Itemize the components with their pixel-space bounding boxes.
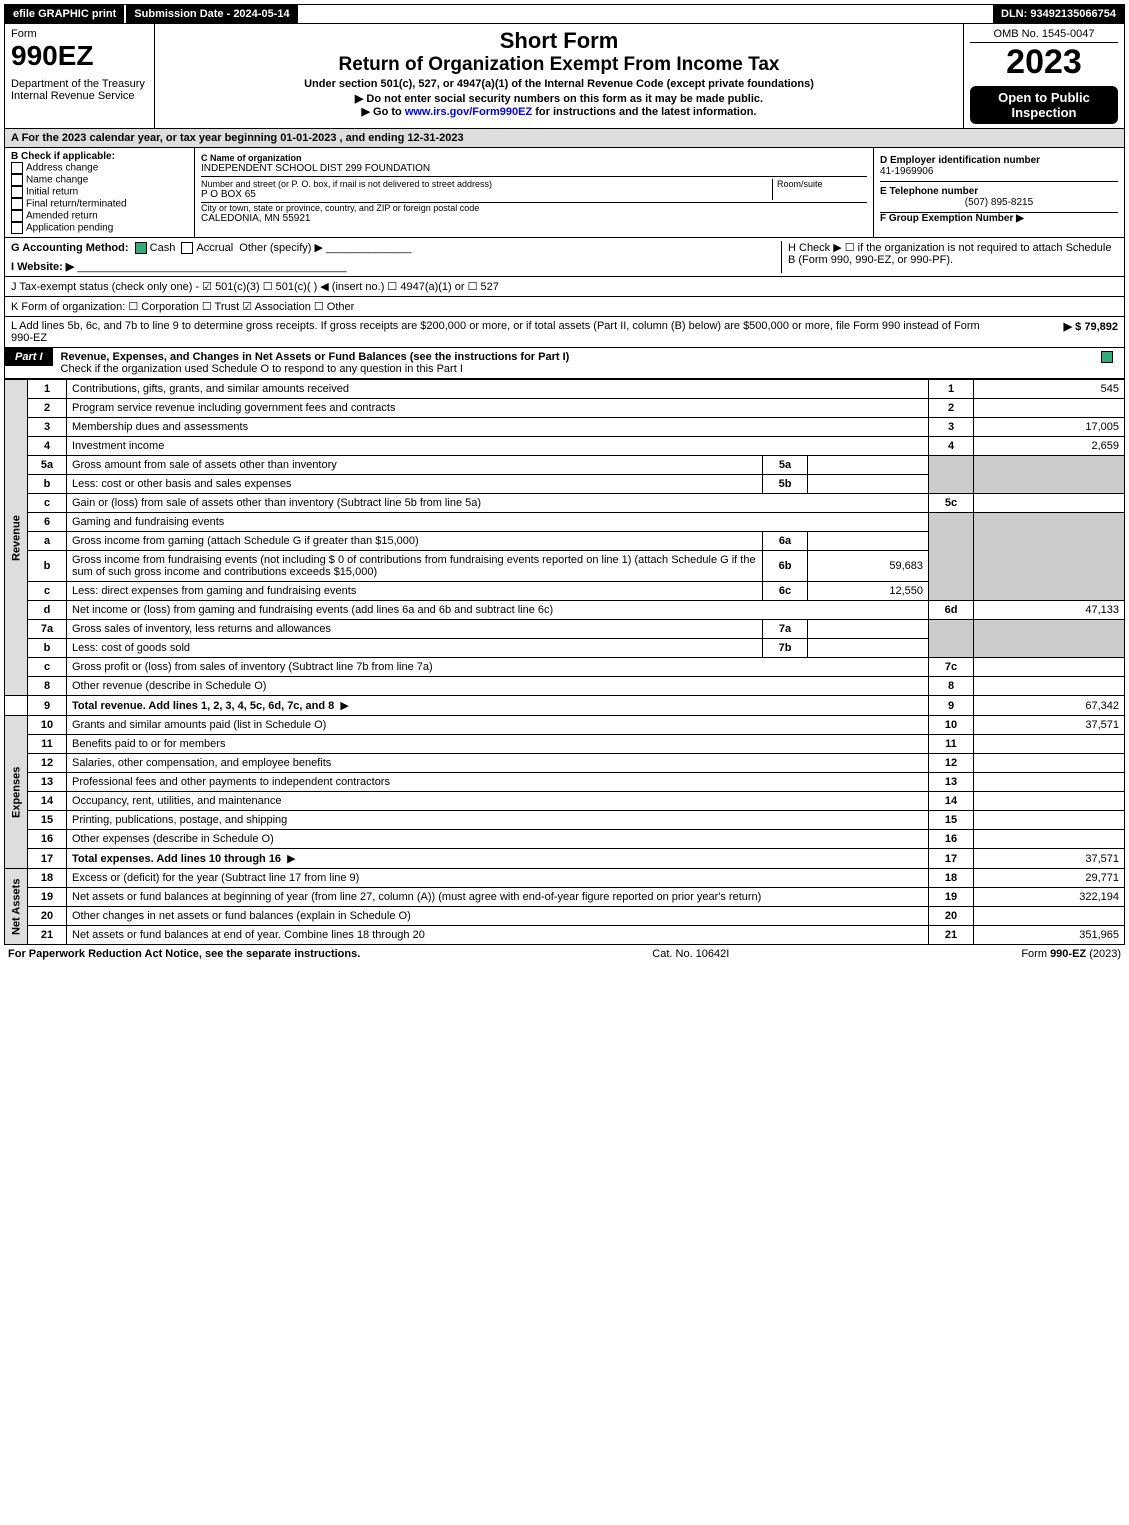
line-g-h: G Accounting Method: Cash Accrual Other … <box>4 238 1125 277</box>
table-row: cGain or (loss) from sale of assets othe… <box>5 494 1125 513</box>
submission-date: Submission Date - 2024-05-14 <box>124 5 297 23</box>
check-address-change[interactable] <box>11 162 23 174</box>
irs-label: Internal Revenue Service <box>11 90 148 102</box>
form-header: Form 990EZ Department of the Treasury In… <box>4 24 1125 129</box>
org-street: P O BOX 65 <box>201 189 772 200</box>
group-exemption-label: F Group Exemption Number ▶ <box>880 213 1118 224</box>
return-title: Return of Organization Exempt From Incom… <box>161 54 957 76</box>
dln-label: DLN: 93492135066754 <box>993 5 1124 23</box>
street-label: Number and street (or P. O. box, if mail… <box>201 179 772 189</box>
part1-schedule-o-check[interactable] <box>1101 351 1113 363</box>
part1-table: Revenue 1 Contributions, gifts, grants, … <box>4 379 1125 945</box>
check-amended[interactable] <box>11 210 23 222</box>
org-info-grid: B Check if applicable: Address change Na… <box>4 148 1125 238</box>
ein-value: 41-1969906 <box>880 166 1118 177</box>
check-accrual[interactable] <box>181 242 193 254</box>
table-row: Expenses 10Grants and similar amounts pa… <box>5 716 1125 735</box>
check-initial-return[interactable] <box>11 186 23 198</box>
table-row: 19Net assets or fund balances at beginni… <box>5 888 1125 907</box>
table-row: Revenue 1 Contributions, gifts, grants, … <box>5 380 1125 399</box>
footer-left: For Paperwork Reduction Act Notice, see … <box>8 948 360 960</box>
line-k: K Form of organization: ☐ Corporation ☐ … <box>4 297 1125 317</box>
tel-label: E Telephone number <box>880 186 1118 197</box>
check-final-return[interactable] <box>11 198 23 210</box>
tax-year: 2023 <box>970 43 1118 82</box>
box-def: D Employer identification number 41-1969… <box>874 148 1124 237</box>
table-row: 2Program service revenue including gover… <box>5 399 1125 418</box>
table-row: Net Assets 18Excess or (deficit) for the… <box>5 869 1125 888</box>
footer-right: Form 990-EZ (2023) <box>1021 948 1121 960</box>
accounting-method-label: G Accounting Method: <box>11 242 129 254</box>
org-city: CALEDONIA, MN 55921 <box>201 213 867 224</box>
line-l-text: L Add lines 5b, 6c, and 7b to line 9 to … <box>11 320 998 344</box>
table-row: 12Salaries, other compensation, and empl… <box>5 754 1125 773</box>
table-row: 8Other revenue (describe in Schedule O)8 <box>5 677 1125 696</box>
table-row: 21Net assets or fund balances at end of … <box>5 926 1125 945</box>
table-row: cGross profit or (loss) from sales of in… <box>5 658 1125 677</box>
line-j: J Tax-exempt status (check only one) - ☑… <box>4 277 1125 297</box>
org-name: INDEPENDENT SCHOOL DIST 299 FOUNDATION <box>201 163 867 174</box>
other-specify: Other (specify) ▶ <box>239 242 323 254</box>
part1-label: Part I <box>5 348 53 366</box>
table-row: 11Benefits paid to or for members11 <box>5 735 1125 754</box>
short-form-title: Short Form <box>161 28 957 54</box>
table-row: 7aGross sales of inventory, less returns… <box>5 620 1125 639</box>
netassets-vlabel: Net Assets <box>5 869 28 945</box>
tel-value: (507) 895-8215 <box>880 197 1118 208</box>
footer-mid: Cat. No. 10642I <box>652 948 729 960</box>
part1-title: Revenue, Expenses, and Changes in Net As… <box>61 351 570 363</box>
box-b-title: B Check if applicable: <box>11 151 188 162</box>
ein-label: D Employer identification number <box>880 155 1118 166</box>
line-l-amount: ▶ $ 79,892 <box>998 320 1118 344</box>
table-row: 6Gaming and fundraising events <box>5 513 1125 532</box>
box-c-org: C Name of organization INDEPENDENT SCHOO… <box>195 148 874 237</box>
open-to-public-badge: Open to Public Inspection <box>970 86 1118 124</box>
table-row: 5aGross amount from sale of assets other… <box>5 456 1125 475</box>
line-l: L Add lines 5b, 6c, and 7b to line 9 to … <box>4 317 1125 348</box>
top-bar: efile GRAPHIC print Submission Date - 20… <box>4 4 1125 24</box>
table-row: 13Professional fees and other payments t… <box>5 773 1125 792</box>
table-row: 20Other changes in net assets or fund ba… <box>5 907 1125 926</box>
dept-label: Department of the Treasury <box>11 78 148 90</box>
table-row: 9Total revenue. Add lines 1, 2, 3, 4, 5c… <box>5 696 1125 716</box>
website-label: I Website: ▶ <box>11 261 74 273</box>
check-cash[interactable] <box>135 242 147 254</box>
ssn-warning: ▶ Do not enter social security numbers o… <box>161 92 957 105</box>
name-label: C Name of organization <box>201 153 302 163</box>
line-h: H Check ▶ ☐ if the organization is not r… <box>781 241 1118 273</box>
part1-header: Part I Revenue, Expenses, and Changes in… <box>4 348 1125 379</box>
goto-link[interactable]: ▶ Go to www.irs.gov/Form990EZ for instru… <box>161 105 957 118</box>
room-label: Room/suite <box>777 179 867 189</box>
table-row: 3Membership dues and assessments317,005 <box>5 418 1125 437</box>
revenue-vlabel: Revenue <box>5 380 28 696</box>
irs-link[interactable]: www.irs.gov/Form990EZ <box>405 106 532 118</box>
table-row: 4Investment income42,659 <box>5 437 1125 456</box>
part1-sub: Check if the organization used Schedule … <box>61 363 463 375</box>
table-row: 14Occupancy, rent, utilities, and mainte… <box>5 792 1125 811</box>
expenses-vlabel: Expenses <box>5 716 28 869</box>
table-row: 15Printing, publications, postage, and s… <box>5 811 1125 830</box>
efile-print-label[interactable]: efile GRAPHIC print <box>5 5 124 23</box>
table-row: 16Other expenses (describe in Schedule O… <box>5 830 1125 849</box>
city-label: City or town, state or province, country… <box>201 203 867 213</box>
form-number: 990EZ <box>11 40 148 72</box>
check-name-change[interactable] <box>11 174 23 186</box>
under-section: Under section 501(c), 527, or 4947(a)(1)… <box>161 78 957 90</box>
form-word: Form <box>11 28 148 40</box>
omb-number: OMB No. 1545-0047 <box>970 28 1118 43</box>
table-row: 17Total expenses. Add lines 10 through 1… <box>5 849 1125 869</box>
check-app-pending[interactable] <box>11 222 23 234</box>
line-a-tax-year: A For the 2023 calendar year, or tax yea… <box>4 129 1125 148</box>
box-b-checks: B Check if applicable: Address change Na… <box>5 148 195 237</box>
page-footer: For Paperwork Reduction Act Notice, see … <box>4 945 1125 963</box>
table-row: dNet income or (loss) from gaming and fu… <box>5 601 1125 620</box>
